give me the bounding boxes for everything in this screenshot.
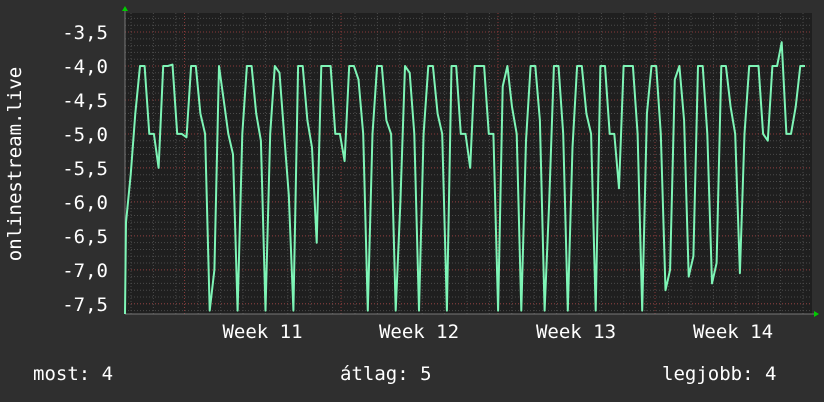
y-tick-label: -7,0 — [62, 260, 108, 282]
y-tick-label: -4,5 — [62, 90, 108, 112]
current-value: most: 4 — [33, 363, 114, 385]
x-tick-label: Week 12 — [379, 321, 459, 343]
y-tick-label: -5,5 — [62, 158, 108, 180]
x-axis-arrow — [814, 311, 819, 317]
y-tick-label: -3,5 — [62, 22, 108, 44]
x-tick-label: Week 13 — [536, 321, 616, 343]
y-tick-label: -4,0 — [62, 56, 108, 78]
best-value: legjobb: 4 — [662, 363, 777, 385]
average-value: átlag: 5 — [340, 363, 432, 385]
y-axis-arrow — [122, 6, 128, 11]
y-tick-label: -7,5 — [62, 294, 108, 316]
y-tick-label: -5,0 — [62, 124, 108, 146]
y-tick-label: -6,0 — [62, 192, 108, 214]
x-tick-label: Week 14 — [693, 321, 773, 343]
series-line — [124, 41, 805, 315]
y-tick-label: -6,5 — [62, 226, 108, 248]
y-axis-label: onlinestream.live — [4, 67, 26, 261]
x-tick-label: Week 11 — [222, 321, 302, 343]
